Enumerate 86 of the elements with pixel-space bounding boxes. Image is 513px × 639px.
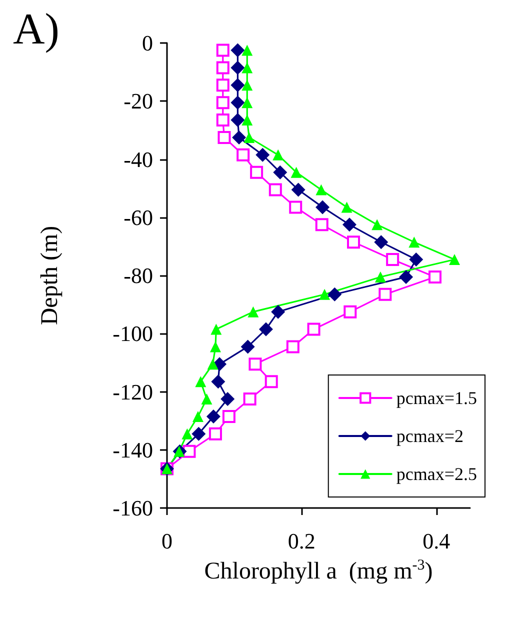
y-tick-label: -140: [112, 437, 153, 462]
point: [408, 236, 420, 248]
point: [243, 392, 256, 406]
point: [273, 165, 288, 180]
point: [216, 61, 230, 74]
point: [192, 426, 206, 441]
x-tick-label: 0: [162, 528, 172, 554]
point: [290, 166, 302, 178]
point: [248, 358, 262, 371]
point: [374, 235, 388, 250]
point: [272, 149, 284, 160]
point: [264, 375, 278, 388]
point: [386, 253, 400, 266]
point: [210, 324, 222, 335]
point: [316, 184, 327, 196]
point: [218, 130, 231, 144]
y-tick-label: -120: [112, 379, 153, 404]
point: [192, 410, 204, 422]
legend-label: pcmax=2.5: [396, 464, 478, 484]
point: [230, 113, 245, 128]
point: [216, 44, 230, 57]
point: [242, 44, 253, 56]
y-axis-title: Depth (m): [37, 226, 63, 326]
point: [211, 374, 226, 389]
point: [182, 428, 193, 440]
chart-title: A): [13, 4, 60, 54]
point: [242, 62, 253, 74]
point: [315, 218, 328, 232]
point: [230, 43, 245, 58]
legend-label: pcmax=1.5: [396, 388, 478, 408]
point: [307, 322, 320, 336]
y-tick-label: 0: [142, 30, 153, 56]
point: [428, 270, 442, 284]
point: [182, 444, 196, 458]
point: [258, 322, 273, 336]
point: [242, 97, 253, 108]
y-tick-label: -60: [124, 204, 153, 230]
point: [195, 376, 206, 388]
point: [268, 183, 282, 196]
point: [216, 78, 230, 92]
point: [271, 304, 286, 319]
x-tick-label: 0.4: [422, 528, 450, 554]
point: [342, 218, 356, 232]
point: [222, 410, 236, 423]
point: [347, 236, 360, 249]
point: [232, 130, 246, 144]
point: [230, 60, 245, 75]
point: [236, 148, 250, 162]
point: [216, 96, 230, 110]
point: [341, 202, 352, 213]
point: [208, 427, 222, 440]
point: [289, 200, 302, 214]
point: [230, 78, 245, 92]
y-tick-label: -160: [112, 496, 153, 520]
point: [201, 394, 212, 405]
point: [328, 287, 342, 302]
point: [378, 288, 392, 301]
point: [399, 270, 414, 284]
point: [207, 358, 218, 370]
point: [206, 409, 220, 424]
point: [286, 340, 300, 354]
y-tick-label: -40: [124, 146, 153, 172]
point: [216, 114, 230, 127]
point: [319, 288, 330, 300]
legend-label: pcmax=2: [396, 426, 464, 446]
point: [210, 341, 221, 352]
x-tick-label: 0.2: [288, 528, 316, 554]
point: [291, 182, 306, 197]
point: [374, 271, 386, 282]
point: [242, 80, 253, 91]
point: [256, 148, 270, 162]
point: [372, 219, 383, 230]
y-tick-label: -20: [124, 88, 153, 114]
point: [344, 305, 357, 318]
point: [242, 114, 253, 126]
point: [220, 392, 235, 406]
point: [449, 254, 460, 266]
y-tick-label: -100: [112, 321, 153, 346]
point: [244, 132, 255, 143]
y-tick-label: -80: [124, 263, 153, 288]
point: [316, 200, 330, 214]
point: [250, 166, 264, 179]
point: [230, 96, 245, 110]
point: [240, 340, 255, 354]
point: [409, 252, 424, 267]
point: [248, 306, 259, 318]
